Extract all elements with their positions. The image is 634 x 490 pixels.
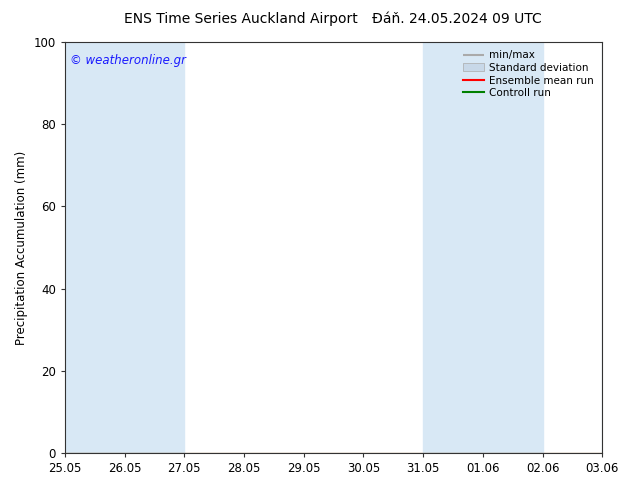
Bar: [602, 42, 632, 453]
Bar: [124, 42, 184, 453]
Y-axis label: Precipitation Accumulation (mm): Precipitation Accumulation (mm): [15, 150, 28, 344]
Text: Đáň. 24.05.2024 09 UTC: Đáň. 24.05.2024 09 UTC: [372, 12, 541, 26]
Text: © weatheronline.gr: © weatheronline.gr: [70, 54, 186, 68]
Legend: min/max, Standard deviation, Ensemble mean run, Controll run: min/max, Standard deviation, Ensemble me…: [460, 47, 597, 101]
Bar: [483, 42, 543, 453]
Bar: [423, 42, 483, 453]
Text: ENS Time Series Auckland Airport: ENS Time Series Auckland Airport: [124, 12, 358, 26]
Bar: [65, 42, 124, 453]
